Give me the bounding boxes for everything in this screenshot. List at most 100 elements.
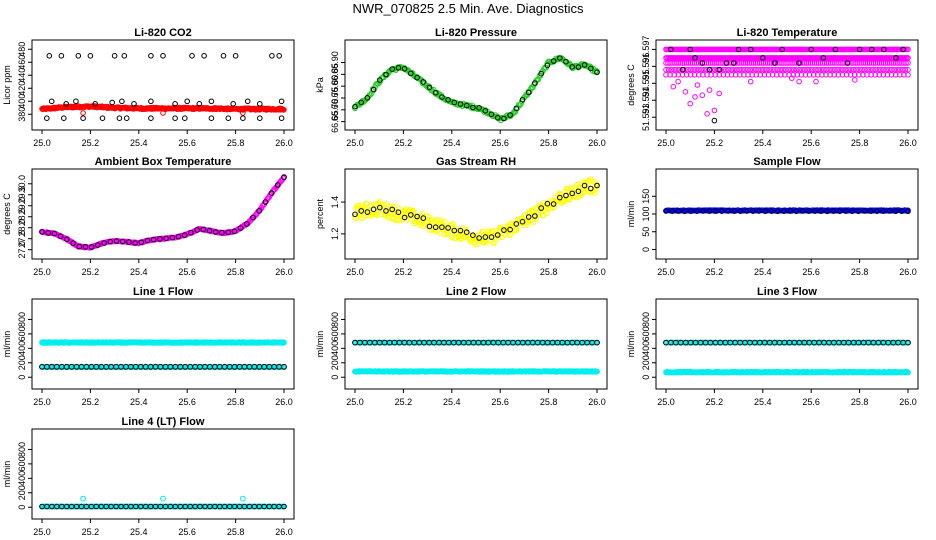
- page-title: NWR_070825 2.5 Min. Ave. Diagnostics: [352, 1, 584, 16]
- data-point: [426, 84, 433, 91]
- data-point: [73, 98, 79, 105]
- data-point: [843, 72, 850, 78]
- data-point: [244, 221, 250, 227]
- data-point: [878, 60, 885, 66]
- series-temp-magenta-line2: [663, 55, 911, 61]
- data-point: [852, 77, 858, 83]
- data-point: [697, 60, 704, 66]
- data-point: [854, 60, 861, 66]
- y-tick-label: 51.594: [641, 86, 651, 114]
- y-tick-label: 480: [17, 42, 27, 57]
- y-tick-label: 800: [17, 442, 27, 457]
- y-tick-label: 28.0: [17, 219, 27, 237]
- data-point: [557, 55, 563, 61]
- data-point: [781, 60, 787, 66]
- y-axis-label: degrees C: [2, 193, 12, 235]
- data-point: [119, 238, 126, 245]
- data-point: [663, 72, 669, 78]
- data-point: [48, 98, 55, 105]
- data-point: [225, 115, 232, 121]
- data-point: [839, 66, 846, 73]
- data-point: [752, 66, 759, 73]
- data-point: [46, 53, 53, 59]
- data-point: [736, 60, 743, 66]
- data-point: [823, 66, 830, 73]
- data-point: [457, 227, 464, 234]
- y-tick-label: 200: [641, 355, 651, 370]
- chart-title: Line 3 Flow: [757, 286, 817, 298]
- y-tick-label: 29.5: [17, 186, 27, 204]
- data-point: [442, 218, 448, 225]
- x-tick-label: 25.2: [82, 267, 100, 277]
- x-tick-label: 25.4: [130, 527, 148, 537]
- data-point: [668, 46, 674, 53]
- y-tick-label: 440: [17, 68, 27, 83]
- data-point: [219, 229, 225, 236]
- data-point: [720, 66, 726, 73]
- data-point: [706, 66, 713, 73]
- data-point: [899, 60, 905, 66]
- data-point: [774, 66, 781, 73]
- data-point: [668, 66, 675, 73]
- data-point: [793, 66, 800, 73]
- data-point: [685, 60, 692, 66]
- x-tick-label: 26.0: [588, 138, 606, 148]
- data-point: [886, 60, 893, 66]
- data-point: [451, 227, 458, 234]
- data-point: [880, 66, 887, 73]
- data-point: [901, 60, 907, 66]
- series-line3-cyan-low: [663, 368, 911, 376]
- data-point: [278, 115, 285, 121]
- data-point: [369, 210, 376, 216]
- x-tick-label: 25.4: [754, 397, 772, 407]
- data-point: [812, 66, 819, 73]
- series-co2-red-outliers: [80, 110, 246, 116]
- data-point: [119, 98, 125, 105]
- data-point: [367, 91, 374, 98]
- x-tick-label: 25.0: [346, 138, 364, 148]
- x-tick-label: 25.4: [130, 267, 148, 277]
- data-point: [525, 89, 532, 96]
- data-point: [687, 100, 694, 107]
- data-point: [432, 224, 439, 230]
- x-tick-label: 25.8: [851, 267, 869, 277]
- data-point: [92, 101, 98, 107]
- data-point: [769, 66, 775, 73]
- data-point: [704, 66, 710, 73]
- y-tick-label: 0: [641, 247, 651, 252]
- data-point: [842, 60, 848, 66]
- series-temp-magenta-line5: [663, 72, 911, 78]
- data-point: [704, 72, 710, 78]
- y-tick-label: 1.2: [330, 228, 340, 241]
- data-point: [182, 115, 188, 121]
- data-point: [507, 226, 513, 233]
- data-point: [449, 221, 456, 227]
- data-point: [834, 66, 841, 73]
- data-point: [894, 66, 900, 73]
- data-point: [746, 60, 753, 66]
- data-point: [51, 230, 58, 237]
- data-point: [514, 224, 520, 231]
- data-point: [699, 92, 706, 98]
- data-point: [756, 60, 763, 66]
- data-point: [184, 98, 190, 105]
- data-point: [563, 58, 569, 65]
- data-point: [832, 46, 839, 53]
- x-tick-label: 25.2: [395, 138, 413, 148]
- y-tick-label: 0: [17, 375, 27, 380]
- data-point: [858, 60, 865, 66]
- data-point: [150, 236, 157, 243]
- data-point: [869, 66, 876, 73]
- data-point: [682, 89, 689, 95]
- series-line2-cyan-low: [352, 368, 600, 375]
- data-point: [723, 60, 730, 66]
- data-point: [488, 111, 495, 118]
- data-point: [494, 115, 501, 121]
- data-point: [861, 66, 868, 73]
- data-point: [269, 53, 275, 59]
- data-point: [905, 60, 911, 66]
- y-tick-label: 66.90: [330, 51, 340, 74]
- data-point: [830, 60, 836, 66]
- y-tick-label: 200: [17, 355, 27, 370]
- data-point: [694, 82, 701, 88]
